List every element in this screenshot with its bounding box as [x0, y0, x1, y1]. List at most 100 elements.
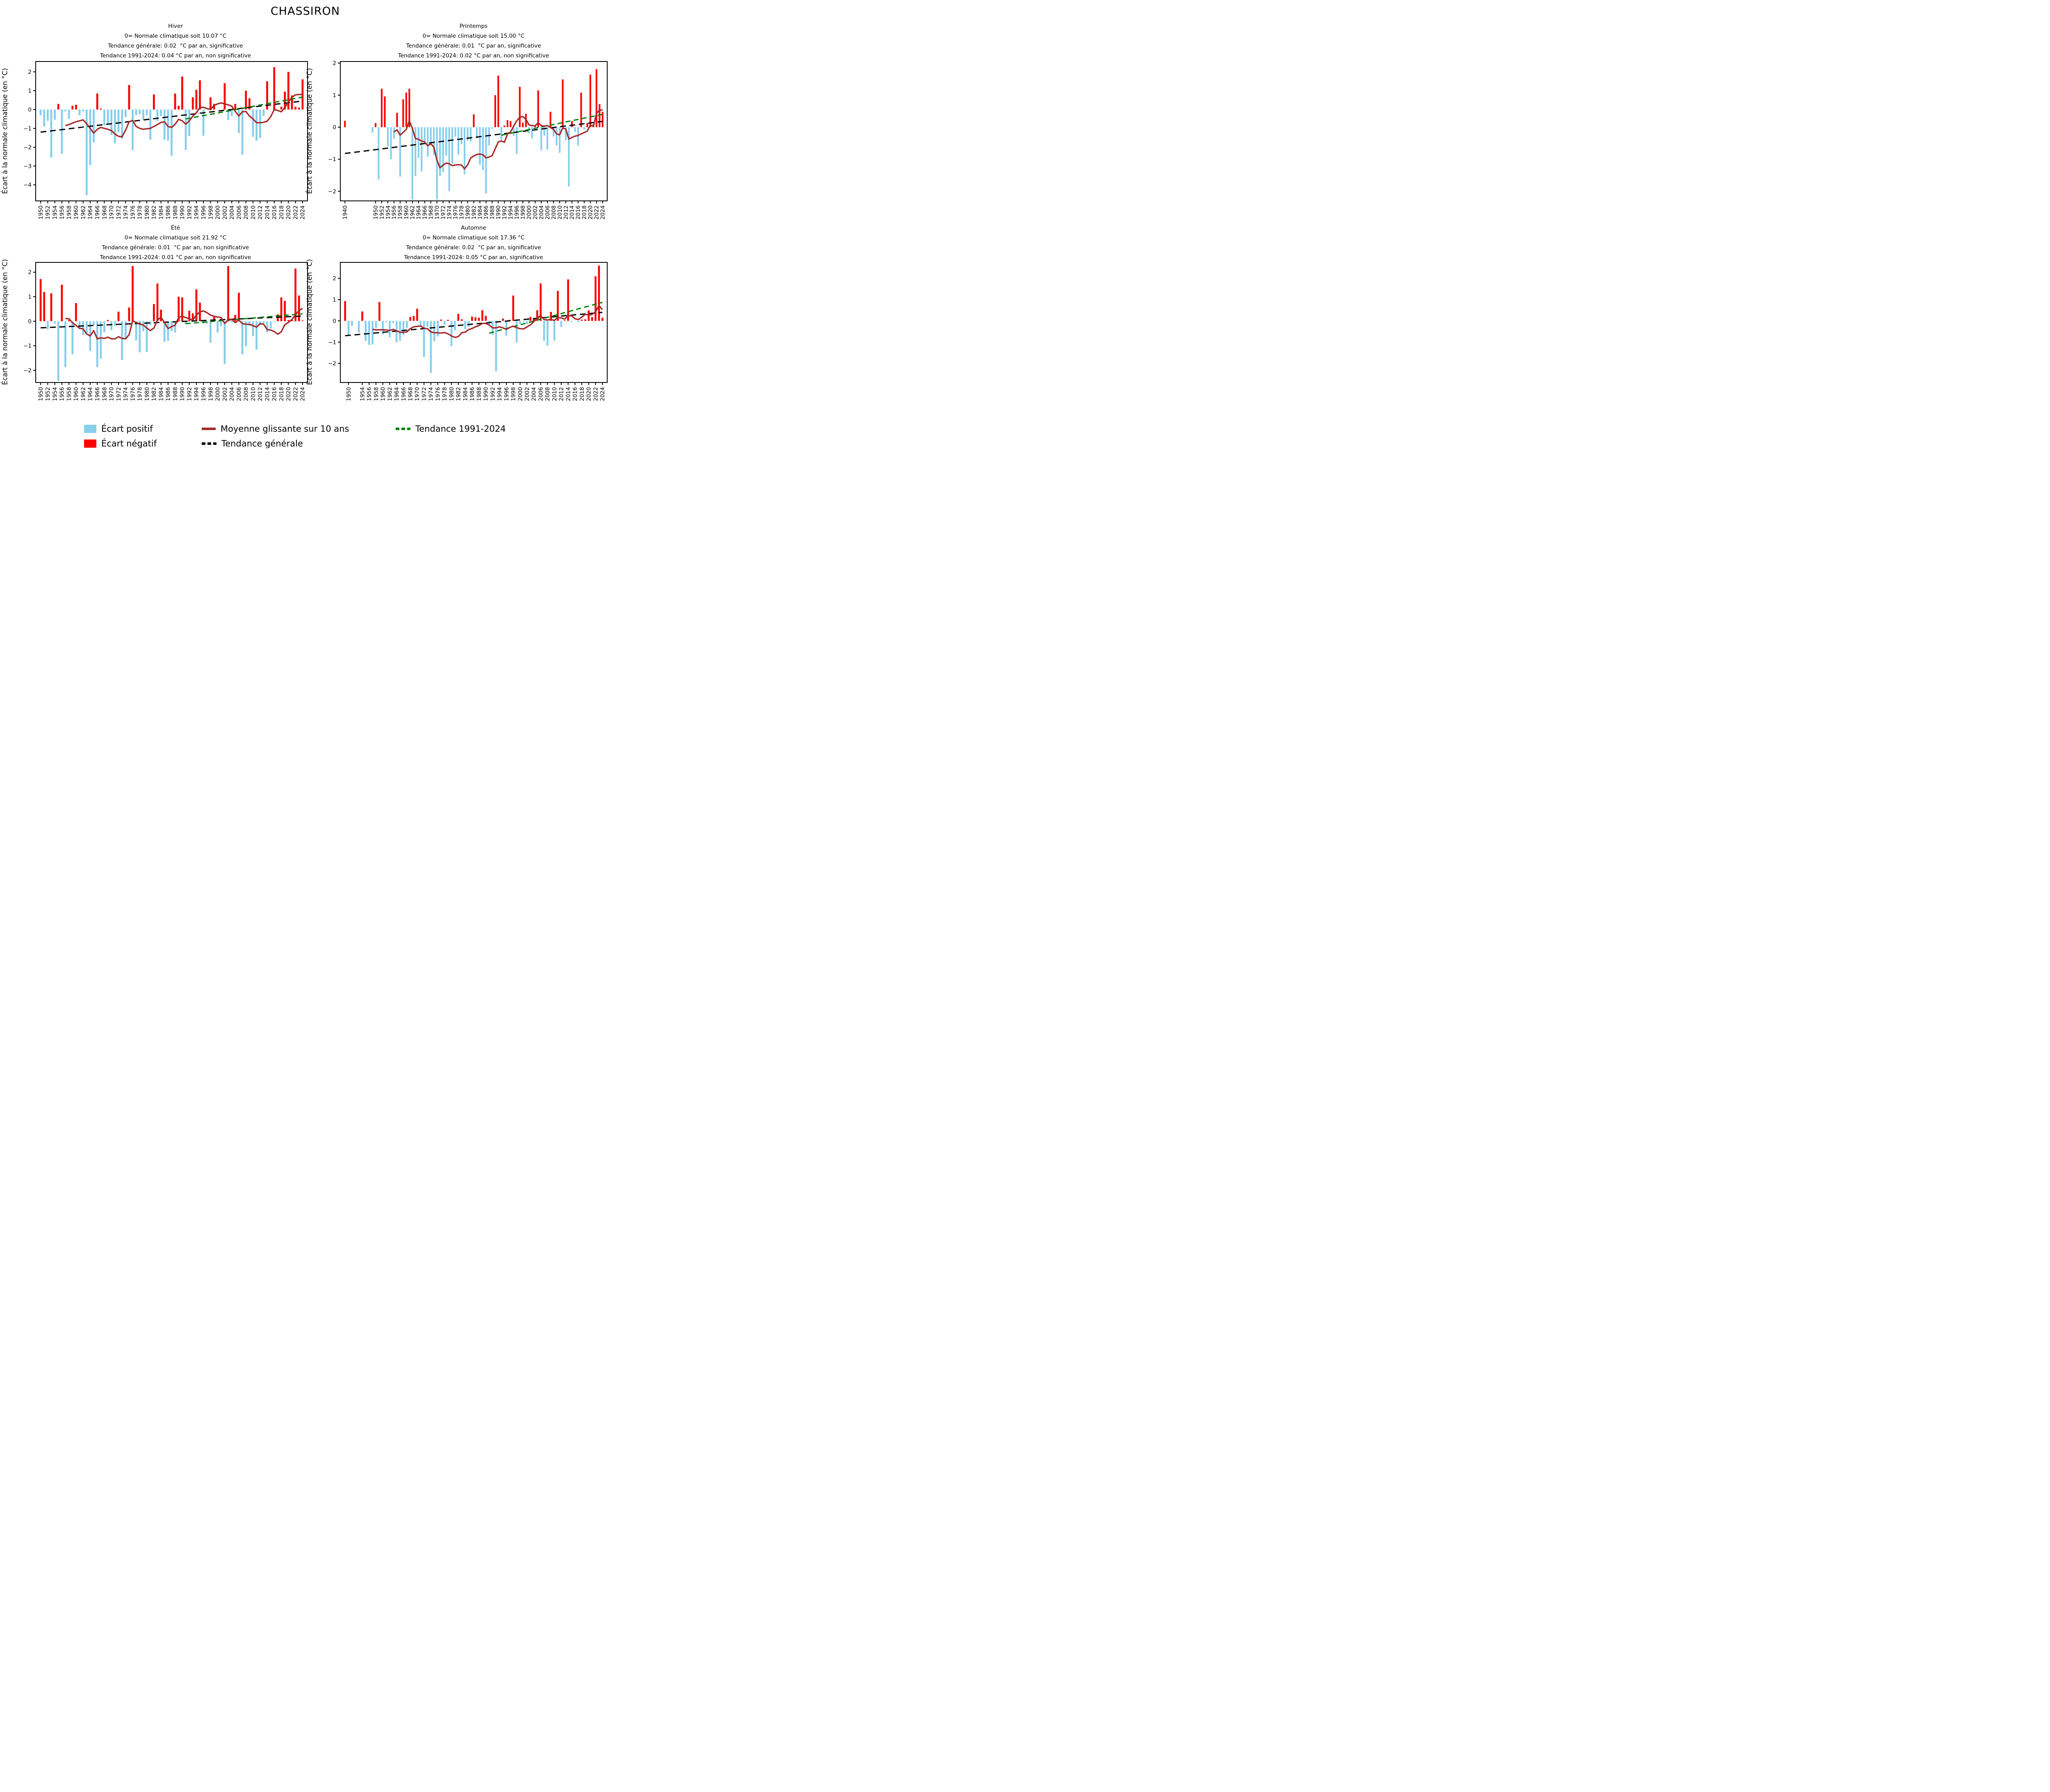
x-tick-label: 1992: [490, 387, 496, 401]
positive-bar-1958: [68, 320, 70, 321]
negative-bar-1973: [445, 127, 447, 156]
x-tick-label: 1994: [508, 205, 514, 219]
x-tick-label: 1970: [434, 205, 441, 219]
negative-bar-2013: [262, 109, 265, 116]
y-tick-label: −1: [23, 343, 32, 349]
negative-bar-2006: [547, 127, 549, 150]
general-trend-line: [41, 315, 303, 329]
positive-bar-1987: [474, 317, 476, 321]
positive-bar-1950: [39, 279, 42, 321]
positive-bar-2005: [234, 104, 237, 110]
negative-bar-1970: [110, 321, 113, 330]
positive-bar-2024: [301, 79, 304, 110]
x-tick-label: 1962: [387, 387, 393, 401]
positive-bar-1960: [405, 92, 407, 128]
x-tick-label: 2022: [592, 387, 599, 401]
x-tick-label: 2018: [278, 387, 285, 401]
negative-bar-1970: [110, 109, 113, 135]
negative-bar-1973: [426, 321, 428, 327]
panel-printemps-normale: 0= Normale climatique soit 15.00 °C: [422, 33, 525, 39]
positive-bar-1993: [506, 120, 508, 128]
negative-bar-1961: [385, 321, 387, 322]
panel-automne-ylabel: Écart à la normale climatique (en °C): [305, 259, 314, 385]
negative-bar-2002: [223, 321, 226, 364]
negative-bar-2009: [556, 127, 558, 146]
panel-automne-season: Automne: [461, 225, 486, 231]
negative-bar-1991: [184, 321, 187, 324]
x-tick-label: 1984: [462, 387, 469, 401]
panel-printemps-trend-general: Tendance générale: 0.01 °C par an, signi…: [406, 43, 541, 49]
x-tick-label: 2020: [588, 205, 594, 219]
x-tick-label: 1974: [123, 387, 129, 401]
rolling-mean-line: [65, 307, 303, 340]
negative-bar-1953: [358, 321, 360, 333]
x-tick-label: 1974: [446, 205, 453, 219]
negative-bar-2000: [528, 127, 530, 134]
x-tick-label: 1978: [458, 205, 465, 219]
positive-bar-1959: [378, 302, 380, 321]
negative-bar-1951: [43, 109, 46, 127]
positive-bar-1954: [361, 311, 363, 321]
x-tick-label: 1988: [489, 205, 496, 219]
x-tick-label: 1958: [373, 387, 380, 401]
positive-bar-1995: [502, 318, 504, 321]
positive-bar-1992: [503, 125, 506, 128]
positive-bar-1982: [473, 114, 475, 128]
negative-bar-1973: [121, 109, 123, 139]
positive-bar-1997: [519, 87, 521, 128]
negative-bar-2010: [252, 321, 254, 336]
panel-ete-titles: Été 0= Normale climatique soit 21.92 °C …: [48, 223, 303, 262]
y-tick-label: 2: [28, 69, 32, 75]
negative-bar-1976: [437, 321, 439, 337]
x-tick-label: 1964: [87, 387, 94, 401]
panel-ete-trend-recent: Tendance 1991-2024: 0.01 °C par an, non …: [100, 254, 251, 261]
x-tick-label: 1988: [476, 387, 483, 401]
x-tick-label: 1988: [172, 205, 179, 219]
y-tick-label: −2: [23, 367, 32, 374]
negative-bar-2017: [577, 321, 580, 322]
positive-bar-1975: [128, 307, 130, 321]
positive-bar-2022: [294, 107, 297, 110]
negative-bar-2007: [241, 321, 244, 355]
positive-bar-2017: [580, 92, 582, 128]
negative-bar-1958: [375, 321, 377, 328]
positive-bar-1953: [384, 96, 386, 128]
negative-bar-1950: [39, 109, 42, 115]
negative-bar-1978: [139, 321, 141, 353]
positive-bar-2009: [248, 98, 251, 110]
general-trend-line: [40, 100, 303, 133]
positive-bar-2020: [589, 75, 591, 128]
positive-bar-1994: [510, 121, 512, 128]
negative-bar-2004: [230, 321, 233, 323]
negative-bar-1972: [423, 321, 425, 357]
negative-bar-1979: [142, 321, 144, 332]
negative-bar-1991: [184, 109, 187, 150]
positive-bar-2008: [245, 91, 247, 110]
x-tick-label: 1972: [440, 205, 446, 219]
negative-bar-1977: [135, 321, 137, 341]
negative-bar-2008: [245, 321, 247, 346]
x-tick-label: 1968: [428, 205, 435, 219]
x-tick-label: 2016: [271, 205, 278, 219]
legend-label: Moyenne glissante sur 10 ans: [221, 424, 349, 434]
x-tick-label: 1956: [391, 205, 398, 219]
bars-group: [39, 67, 304, 196]
negative-bar-1980: [146, 321, 148, 352]
x-tick-label: 2004: [531, 387, 538, 401]
negative-bar-1986: [167, 109, 169, 141]
x-tick-label: 2022: [594, 205, 600, 219]
y-tick-label: −3: [23, 163, 32, 170]
negative-bar-1968: [103, 109, 105, 126]
x-tick-label: 2006: [236, 205, 242, 219]
positive-bar-1972: [117, 312, 120, 321]
negative-bar-1958: [399, 127, 401, 177]
x-tick-label: 2012: [257, 205, 264, 219]
x-tick-label: 2016: [271, 387, 278, 401]
negative-bar-1977: [135, 109, 137, 115]
negative-bar-1981: [454, 321, 456, 330]
x-tick-label: 1968: [101, 205, 108, 219]
positive-bar-1982: [153, 94, 155, 110]
x-tick-label: 2000: [215, 387, 221, 401]
positive-bar-2024: [601, 112, 604, 128]
x-tick-label: 1974: [428, 387, 435, 401]
